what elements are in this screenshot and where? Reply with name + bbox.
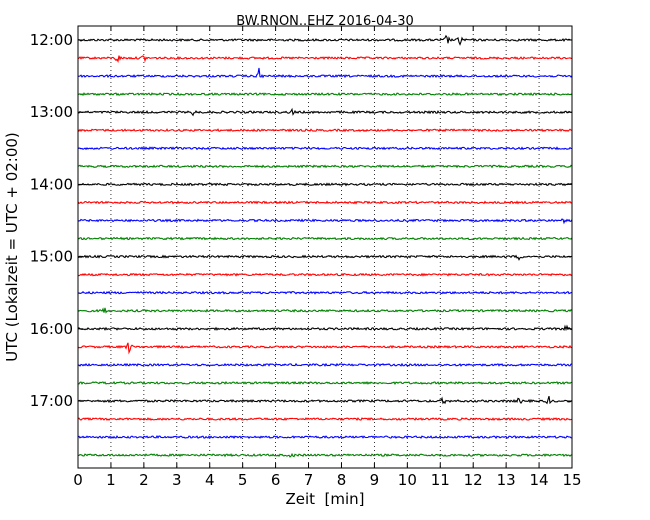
trace-line <box>77 128 573 133</box>
trace-line <box>77 362 573 367</box>
trace-line <box>77 417 573 422</box>
y-tick-label: 14:00 <box>30 175 73 193</box>
x-tick-label: 0 <box>73 471 83 489</box>
trace-line <box>77 218 573 225</box>
x-tick-label: 14 <box>530 471 549 489</box>
trace-line <box>77 290 573 295</box>
trace-line <box>77 55 573 64</box>
y-tick-label: 12:00 <box>30 31 73 49</box>
trace-line <box>77 380 573 386</box>
trace-line <box>77 67 573 79</box>
x-tick-label: 6 <box>271 471 281 489</box>
x-tick-label: 11 <box>431 471 450 489</box>
x-tick-label: 2 <box>139 471 149 489</box>
trace-line <box>77 324 573 332</box>
x-tick-label: 7 <box>304 471 314 489</box>
trace-line <box>77 236 573 241</box>
x-tick-label: 5 <box>238 471 248 489</box>
x-tick-label: 4 <box>205 471 215 489</box>
trace-line <box>77 200 573 205</box>
y-axis: 12:00 13:00 14:00 15:00 16:00 17:00 <box>30 31 572 410</box>
y-tick-label: 13:00 <box>30 103 73 121</box>
x-tick-label: 12 <box>464 471 483 489</box>
trace-line <box>77 395 573 405</box>
y-tick-label: 17:00 <box>30 392 73 410</box>
y-axis-label: UTC (Lokalzeit = UTC + 02:00) <box>3 132 21 362</box>
trace-line <box>77 272 573 277</box>
x-tick-label: 3 <box>172 471 182 489</box>
trace-group <box>77 34 573 458</box>
x-tick-label: 9 <box>370 471 380 489</box>
trace-line <box>77 342 573 355</box>
x-axis-label: Zeit [min] <box>285 490 364 508</box>
trace-line <box>77 146 573 151</box>
chart-title: BW.RNON..EHZ 2016-04-30 <box>236 14 414 29</box>
y-tick-label: 16:00 <box>30 320 73 338</box>
trace-line <box>77 254 573 261</box>
x-tick-label: 1 <box>106 471 116 489</box>
x-tick-label: 13 <box>497 471 516 489</box>
x-tick-label: 8 <box>337 471 347 489</box>
x-tick-label: 10 <box>398 471 417 489</box>
trace-line <box>77 164 573 169</box>
trace-line <box>77 435 573 440</box>
trace-line <box>77 182 573 187</box>
trace-line <box>77 107 573 117</box>
plot-frame <box>77 25 573 469</box>
trace-line <box>77 92 573 97</box>
x-axis: 0 1 2 3 4 5 6 7 8 9 10 11 12 13 14 15 <box>73 26 582 489</box>
y-tick-label: 15:00 <box>30 248 73 266</box>
grid-lines <box>110 26 540 468</box>
trace-line <box>77 34 573 46</box>
trace-line <box>77 307 573 314</box>
x-tick-label: 15 <box>562 471 581 489</box>
trace-line <box>77 452 573 458</box>
